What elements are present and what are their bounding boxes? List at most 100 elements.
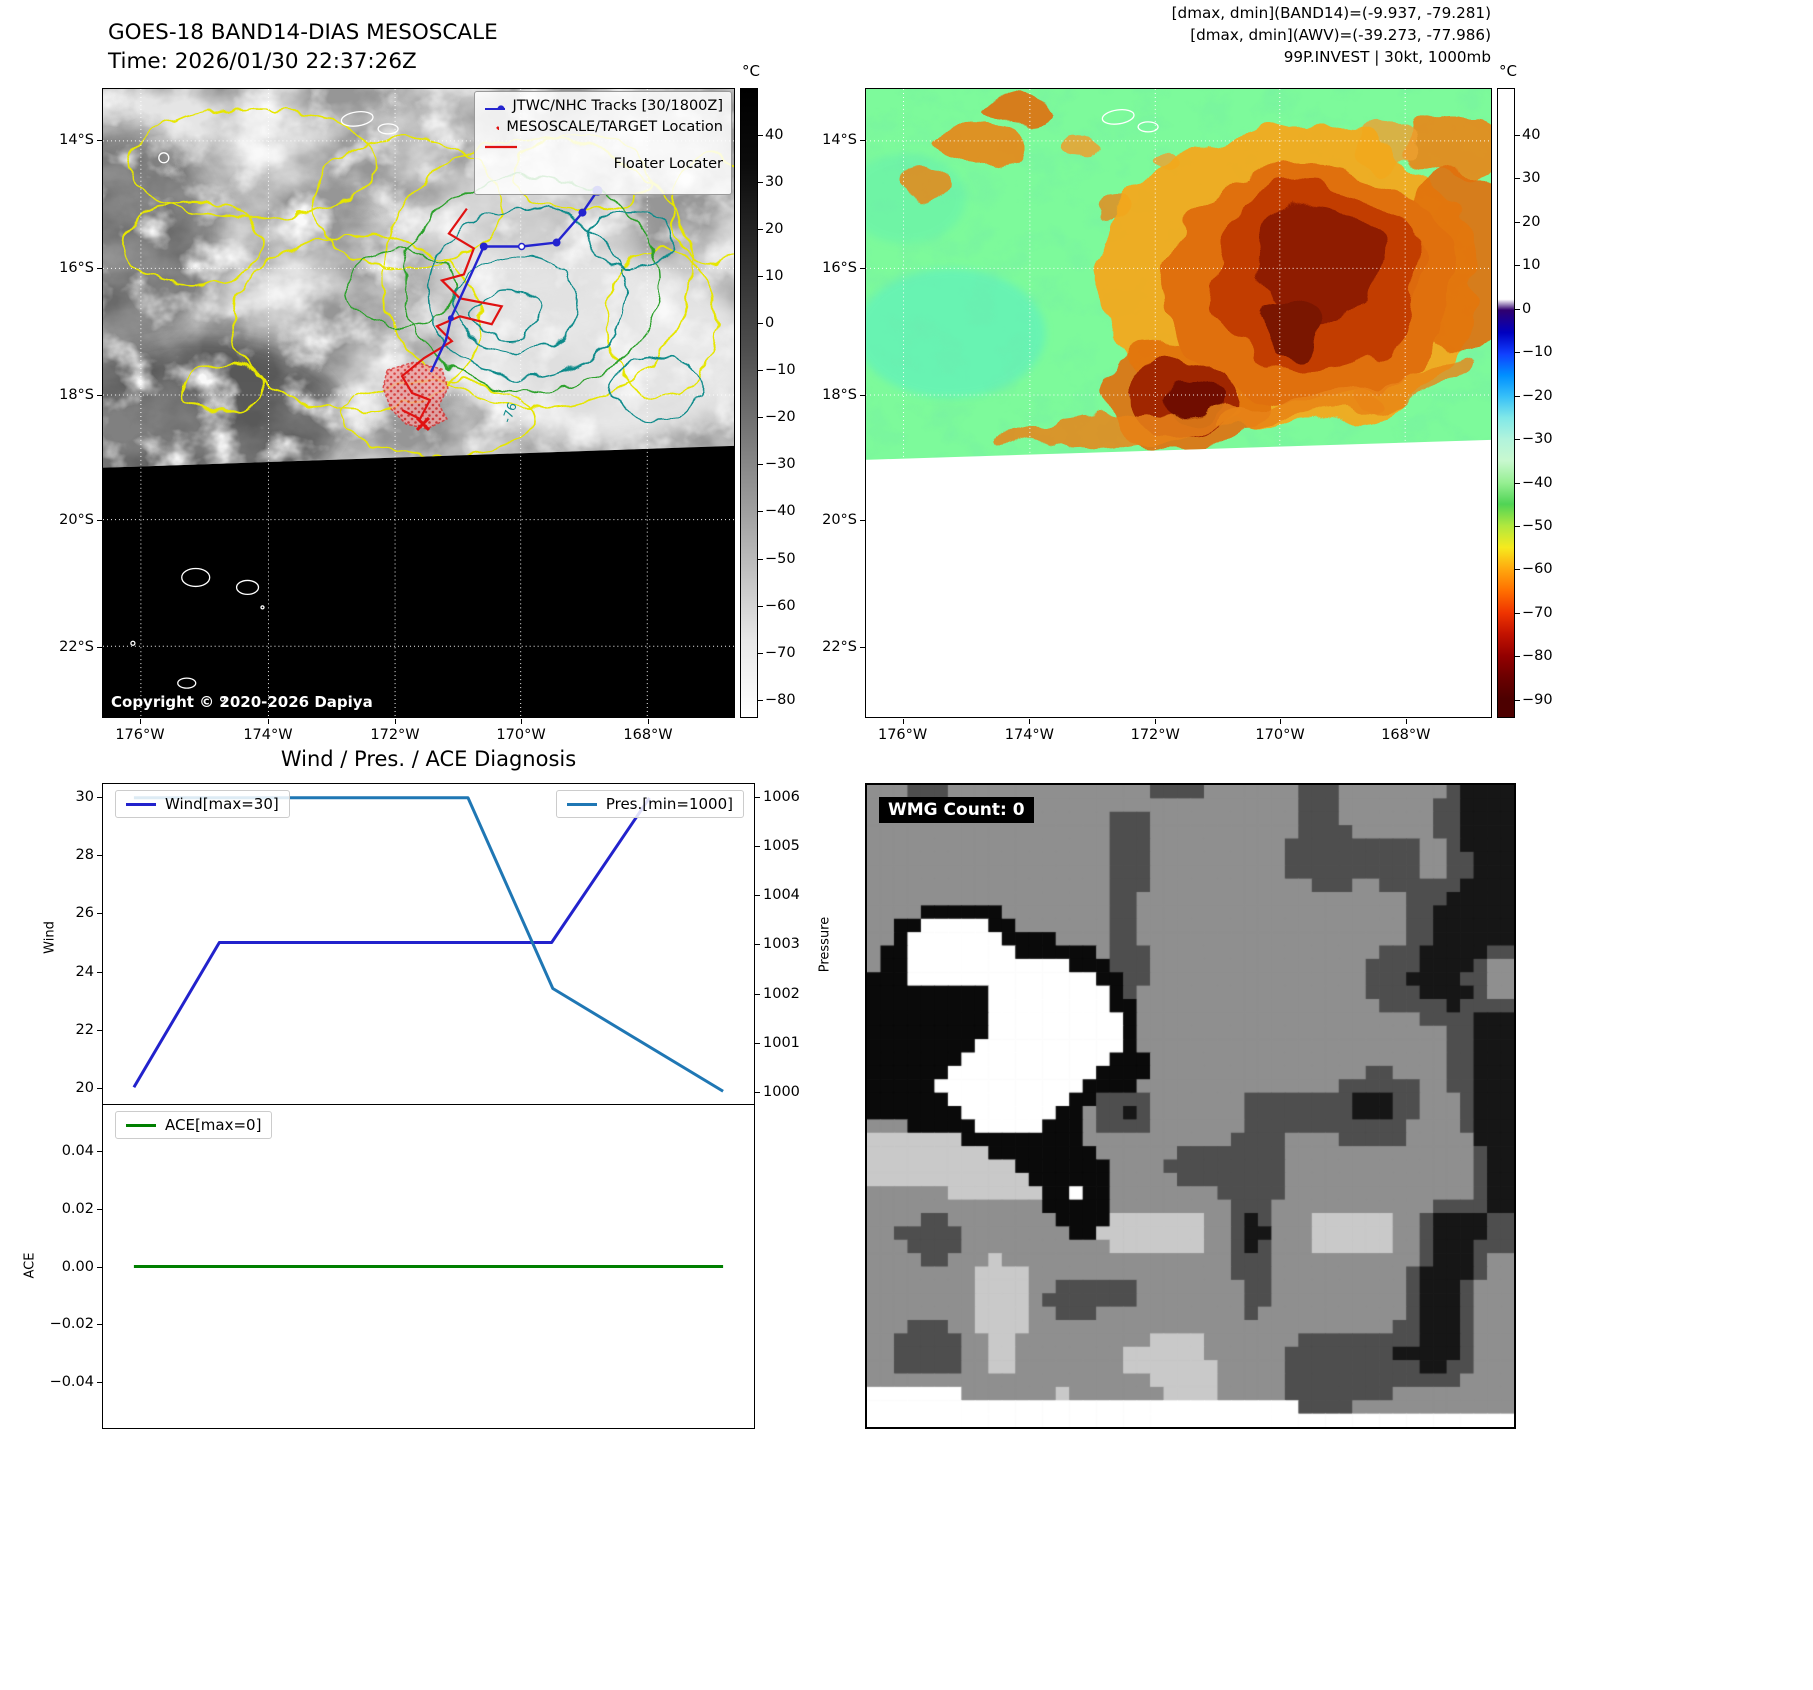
- mapL-ytick-mark: [97, 646, 102, 648]
- colorbar-tick-label: 0: [1522, 300, 1532, 317]
- mapR-xtick-label: 168°W: [1381, 727, 1431, 743]
- colorbar-tick-mark: [758, 370, 763, 372]
- island-outlines: [1101, 109, 1159, 133]
- chart-ytick-mark: [97, 855, 102, 857]
- wind-pressure-plot-area: [132, 796, 724, 1093]
- colorbar-tick-label: 10: [1522, 257, 1541, 274]
- mapL-xtick-mark: [139, 719, 141, 724]
- colorbar-tick-label: 20: [765, 221, 784, 238]
- wmg-panel: WMG Count: 0: [865, 783, 1516, 1429]
- wind-pressure-chart: Wind[max=30] Pres.[min=1000]: [102, 783, 755, 1105]
- chart-ytick-right-mark: [755, 796, 760, 798]
- island-outlines: [130, 110, 399, 702]
- mapR-ytick-mark: [860, 139, 865, 141]
- chart-ytick-label: 28: [75, 847, 94, 864]
- mapR-ytick-label: 18°S: [822, 386, 857, 403]
- colorbar-tick-label: −20: [1522, 387, 1553, 404]
- mapR-xtick-label: 172°W: [1130, 727, 1180, 743]
- chart-ytick-mark: [97, 1324, 102, 1326]
- colorbar-tick-mark: [1515, 439, 1520, 441]
- colorbar-tick-label: −60: [765, 597, 796, 614]
- colorbar-tick-label: −70: [1522, 604, 1553, 621]
- mapL-xtick-mark: [395, 719, 397, 724]
- mapR-xtick-mark: [1405, 719, 1407, 724]
- colorbar-tick-mark: [1515, 656, 1520, 658]
- map-time: Time: 2026/01/30 22:37:26Z: [108, 49, 417, 74]
- track-legend-marker: [485, 105, 506, 111]
- mapL-xtick-label: 170°W: [496, 727, 546, 743]
- mapR-xtick-mark: [1029, 719, 1031, 724]
- chart-ytick-mark: [97, 913, 102, 915]
- colorbar-tick-mark: [1515, 569, 1520, 571]
- mapL-ytick-label: 18°S: [59, 386, 94, 403]
- mapR-ytick-mark: [860, 519, 865, 521]
- chart-ytick-mark: [97, 1266, 102, 1268]
- band14-colorbar: [740, 88, 758, 718]
- legend-item-floater: Floater Locater: [483, 140, 723, 188]
- colorbar-tick-mark: [1515, 526, 1520, 527]
- awv-colorbar-unit: °C: [1499, 62, 1517, 80]
- chart-ytick-right-mark: [755, 895, 760, 897]
- mapR-xtick-mark: [1280, 719, 1282, 724]
- colorbar-tick-label: −20: [765, 409, 796, 426]
- chart-ytick-label: 24: [75, 963, 94, 980]
- chart-ytick-right-label: 1001: [763, 1034, 800, 1051]
- colorbar-tick-mark: [758, 276, 763, 278]
- wind-line-sample: [126, 802, 156, 806]
- dmax-dmin-awv-annotation: [dmax, dmin](AWV)=(-39.273, -77.986): [1190, 26, 1491, 44]
- mapR-xtick-label: 170°W: [1255, 727, 1305, 743]
- mapR-ytick-label: 22°S: [822, 638, 857, 655]
- mapL-ytick-mark: [97, 394, 102, 396]
- colorbar-tick-mark: [1515, 308, 1520, 310]
- chart-ytick-mark: [97, 796, 102, 798]
- mapR-ytick-mark: [860, 394, 865, 396]
- legend-item-label: MESOSCALE/TARGET Location: [506, 119, 723, 135]
- mapL-ytick-label: 14°S: [59, 131, 94, 148]
- mapL-ytick-label: 16°S: [59, 259, 94, 276]
- chart-ytick-label: −0.02: [49, 1316, 94, 1333]
- chart-ytick-right-label: 1004: [763, 887, 800, 904]
- mapR-ytick-label: 16°S: [822, 259, 857, 276]
- awv-satellite-image: [866, 89, 1491, 717]
- chart-ytick-right-mark: [755, 846, 760, 848]
- chart-ytick-right-label: 1000: [763, 1084, 800, 1101]
- dmax-dmin-band14-annotation: [dmax, dmin](BAND14)=(-9.937, -79.281): [1171, 4, 1491, 22]
- colorbar-tick-label: 40: [765, 126, 784, 143]
- colorbar-tick-mark: [758, 417, 763, 419]
- chart-ytick-label: 30: [75, 788, 94, 805]
- chart-ytick-label: −0.04: [49, 1373, 94, 1390]
- colorbar-tick-mark: [1515, 699, 1520, 701]
- colorbar-tick-mark: [1515, 134, 1520, 136]
- chart-ytick-right-label: 1006: [763, 788, 800, 805]
- chart-ytick-mark: [97, 1029, 102, 1031]
- colorbar-tick-label: 40: [1522, 126, 1541, 143]
- colorbar-tick-label: −80: [1522, 648, 1553, 665]
- invest-intensity-annotation: 99P.INVEST | 30kt, 1000mb: [1283, 48, 1491, 66]
- mapR-xtick-label: 174°W: [1004, 727, 1055, 743]
- chart-ytick-right-label: 1005: [763, 838, 800, 855]
- chart-ytick-label: 0.00: [61, 1258, 94, 1275]
- target-x-legend-marker: [496, 125, 500, 131]
- colorbar-tick-label: −50: [1522, 518, 1553, 534]
- colorbar-tick-mark: [1515, 612, 1520, 614]
- colorbar-tick-mark: [1515, 352, 1520, 354]
- chart-ytick-right-label: 1002: [763, 985, 800, 1002]
- band14-teal-contours: [426, 207, 702, 421]
- pressure-axis-label: Pressure: [817, 916, 833, 973]
- colorbar-tick-label: −30: [765, 456, 796, 473]
- ace-line-sample: [126, 1123, 156, 1127]
- colorbar-tick-mark: [758, 511, 763, 513]
- map-legend: JTWC/NHC Tracks [30/1800Z] MESOSCALE/TAR…: [474, 91, 732, 196]
- pressure-line-sample: [566, 802, 597, 806]
- colorbar-tick-label: −10: [765, 362, 796, 379]
- chart-ytick-right-mark: [755, 993, 760, 995]
- colorbar-tick-mark: [1515, 395, 1520, 397]
- pressure-line: [133, 796, 724, 1093]
- mapL-ytick-mark: [97, 519, 102, 521]
- ace-legend: ACE[max=0]: [115, 1111, 273, 1139]
- band14-colorbar-unit: °C: [742, 62, 760, 80]
- mapL-ytick-label: 20°S: [59, 511, 94, 528]
- chart-ytick-mark: [97, 971, 102, 973]
- copyright-text: Copyright © 2020-2026 Dapiya: [111, 693, 373, 711]
- colorbar-tick-label: 20: [1522, 213, 1541, 230]
